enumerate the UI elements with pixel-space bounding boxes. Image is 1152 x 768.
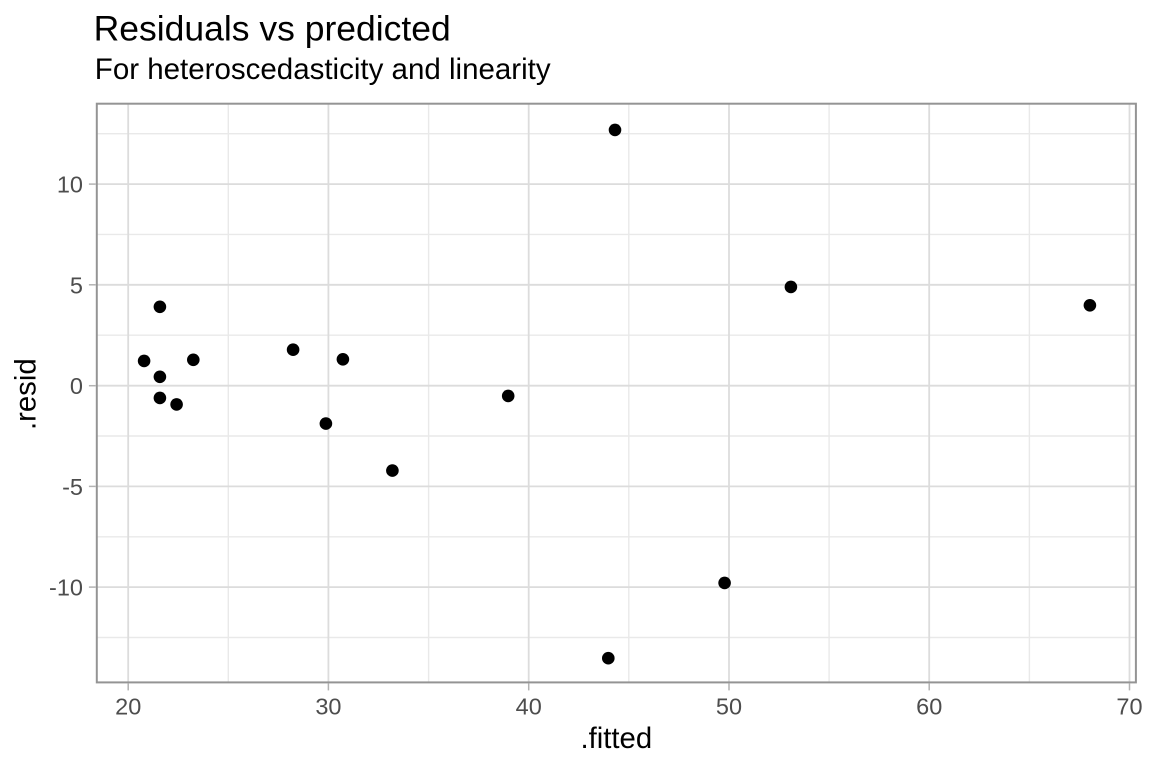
svg-text:5: 5 bbox=[70, 272, 83, 298]
svg-text:0: 0 bbox=[70, 373, 83, 399]
svg-text:.resid: .resid bbox=[10, 358, 43, 430]
svg-text:70: 70 bbox=[1116, 693, 1142, 719]
svg-text:40: 40 bbox=[516, 693, 542, 719]
svg-text:50: 50 bbox=[716, 693, 742, 719]
svg-text:Residuals vs predicted: Residuals vs predicted bbox=[94, 9, 451, 49]
svg-text:.fitted: .fitted bbox=[580, 722, 652, 755]
svg-text:-10: -10 bbox=[49, 575, 83, 601]
svg-text:-5: -5 bbox=[62, 474, 83, 500]
svg-text:30: 30 bbox=[315, 693, 341, 719]
svg-text:60: 60 bbox=[916, 693, 942, 719]
svg-text:10: 10 bbox=[57, 172, 83, 198]
svg-text:For heteroscedasticity and lin: For heteroscedasticity and linearity bbox=[95, 53, 551, 86]
svg-text:20: 20 bbox=[115, 693, 141, 719]
